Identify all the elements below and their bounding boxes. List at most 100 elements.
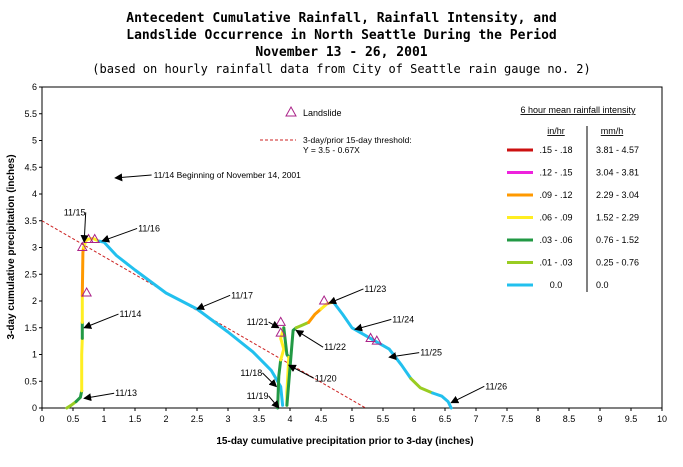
landslide-legend: Landslide (285, 105, 342, 118)
landslide-legend-triangle-icon (285, 105, 297, 117)
intensity-range-in: .15 - .18 (539, 145, 572, 155)
date-label-arrow (80, 212, 89, 244)
intensity-range-in: 0.0 (550, 280, 563, 290)
date-label: 11/22 (324, 342, 346, 352)
x-tick-label: 0 (39, 414, 44, 424)
date-label: 11/15 (64, 207, 86, 217)
y-tick-label: 2.5 (24, 269, 37, 279)
date-label-arrow (101, 227, 138, 243)
rainfall-path-segment (65, 400, 78, 410)
date-label: 11/24 (392, 314, 414, 324)
rainfall-path-segment (409, 377, 435, 395)
x-tick-label: 1.5 (129, 414, 142, 424)
y-tick-label: 6 (32, 82, 37, 92)
date-label-arrow (388, 352, 420, 361)
x-tick-label: 4 (287, 414, 292, 424)
rainfall-path-segment (294, 320, 311, 330)
intensity-range-in: .12 - .15 (539, 168, 572, 178)
x-tick-label: 5 (349, 414, 354, 424)
y-tick-label: 4.5 (24, 162, 37, 172)
intensity-legend-unit-mm: mm/h (601, 126, 624, 136)
landslide-marker-triangle (275, 327, 287, 337)
date-label: 11/16 (138, 223, 160, 233)
rainfall-path-segment (80, 246, 85, 298)
rainfall-path-segment (80, 336, 84, 393)
chart-subtitle: (based on hourly rainfall data from City… (92, 62, 591, 76)
landslide-marker-triangle (318, 294, 330, 305)
x-tick-label: 0.5 (67, 414, 80, 424)
rainfall-path-segment (276, 358, 283, 410)
x-tick-label: 1 (101, 414, 106, 424)
y-tick-label: 4 (32, 189, 37, 199)
x-tick-label: 7 (473, 414, 478, 424)
date-label: 11/19 (247, 391, 269, 401)
landslide-marker-triangle (371, 335, 383, 345)
date-label-arrow (83, 392, 115, 402)
x-tick-label: 9.5 (625, 414, 638, 424)
y-tick-label: 5.5 (24, 109, 37, 119)
y-tick-label: 2 (32, 296, 37, 306)
date-label: 11/17 (231, 290, 253, 300)
rainfall-path-segment (331, 300, 413, 381)
threshold-legend-line-2: Y = 3.5 - 0.67X (303, 145, 360, 155)
intensity-range-mm: 2.29 - 3.04 (596, 190, 639, 200)
x-tick-label: 6 (411, 414, 416, 424)
threshold-legend: 3-day/prior 15-day threshold: Y = 3.5 - … (260, 135, 412, 155)
y-tick-label: 0.5 (24, 376, 37, 386)
x-tick-label: 3 (225, 414, 230, 424)
beginning-annotation-text: 11/14 Beginning of November 14, 2001 (154, 170, 302, 180)
intensity-range-mm: 0.76 - 1.52 (596, 235, 639, 245)
y-tick-label: 5 (32, 136, 37, 146)
intensity-range-mm: 0.25 - 0.76 (596, 258, 639, 268)
x-tick-label: 2 (163, 414, 168, 424)
intensity-range-mm: 3.81 - 4.57 (596, 145, 639, 155)
x-tick-label: 9 (597, 414, 602, 424)
intensity-legend-rows: .15 - .18 3.81 - 4.57 .12 - .15 3.04 - 3.81… (507, 145, 639, 290)
date-label: 11/26 (485, 381, 507, 391)
rainfall-path-segment (82, 236, 101, 249)
x-tick-label: 5.5 (377, 414, 390, 424)
date-label-arrow (262, 372, 278, 388)
date-label: 11/23 (364, 284, 386, 294)
date-label: 11/13 (115, 388, 137, 398)
date-label-arrow (295, 329, 324, 348)
x-tick-label: 8.5 (563, 414, 576, 424)
chart-title-block: Antecedent Cumulative Rainfall, Rainfall… (0, 10, 683, 77)
chart-title-line-3: November 13 - 26, 2001 (255, 45, 428, 60)
landslide-markers (76, 233, 383, 345)
date-label-arrow (354, 318, 392, 332)
intensity-range-in: .03 - .06 (539, 235, 572, 245)
x-tick-label: 3.5 (253, 414, 266, 424)
rainfall-path-segment (307, 307, 323, 324)
intensity-range-mm: 0.0 (596, 280, 609, 290)
axis-ticks: 0 0.5 1 1.5 2 2.5 3 3.5 4 4.5 5 5.5 6 6.5 7 7.5 8 8.5 9 9.5… (24, 82, 667, 424)
intensity-range-in: .09 - .12 (539, 190, 572, 200)
x-tick-label: 7.5 (501, 414, 514, 424)
intensity-legend: 6 hour mean rainfall intensity in/hr mm/… (507, 105, 639, 292)
intensity-legend-unit-in: in/hr (547, 126, 565, 136)
y-tick-label: 1 (32, 350, 37, 360)
date-label-arrow (450, 385, 485, 404)
y-tick-label: 3.5 (24, 216, 37, 226)
x-axis-label: 15-day cumulative precipitation prior to… (216, 436, 473, 447)
y-tick-label: 1.5 (24, 323, 37, 333)
date-label-arrow (83, 313, 119, 329)
y-axis-label: 3-day cumulative precipitation (inches) (6, 154, 17, 339)
landslide-marker-triangle (365, 332, 376, 342)
rainfall-path-segment (431, 391, 453, 410)
date-label-arrow (196, 294, 231, 311)
intensity-legend-title: 6 hour mean rainfall intensity (520, 105, 636, 115)
rainfall-path-segment (74, 389, 84, 404)
landslide-marker-triangle (81, 286, 92, 297)
beginning-annotation-arrow (114, 173, 152, 182)
y-tick-label: 3 (32, 243, 37, 253)
date-label-arrow (328, 288, 364, 305)
date-labels: 11/13 11/14 11/15 11/16 11/17 11/18 11/19 11/20… (64, 207, 507, 409)
x-tick-label: 8 (535, 414, 540, 424)
rainfall-path-segment (282, 326, 291, 359)
x-tick-label: 4.5 (315, 414, 328, 424)
x-tick-label: 6.5 (439, 414, 452, 424)
date-label: 11/25 (420, 348, 442, 358)
date-label: 11/21 (247, 317, 269, 327)
